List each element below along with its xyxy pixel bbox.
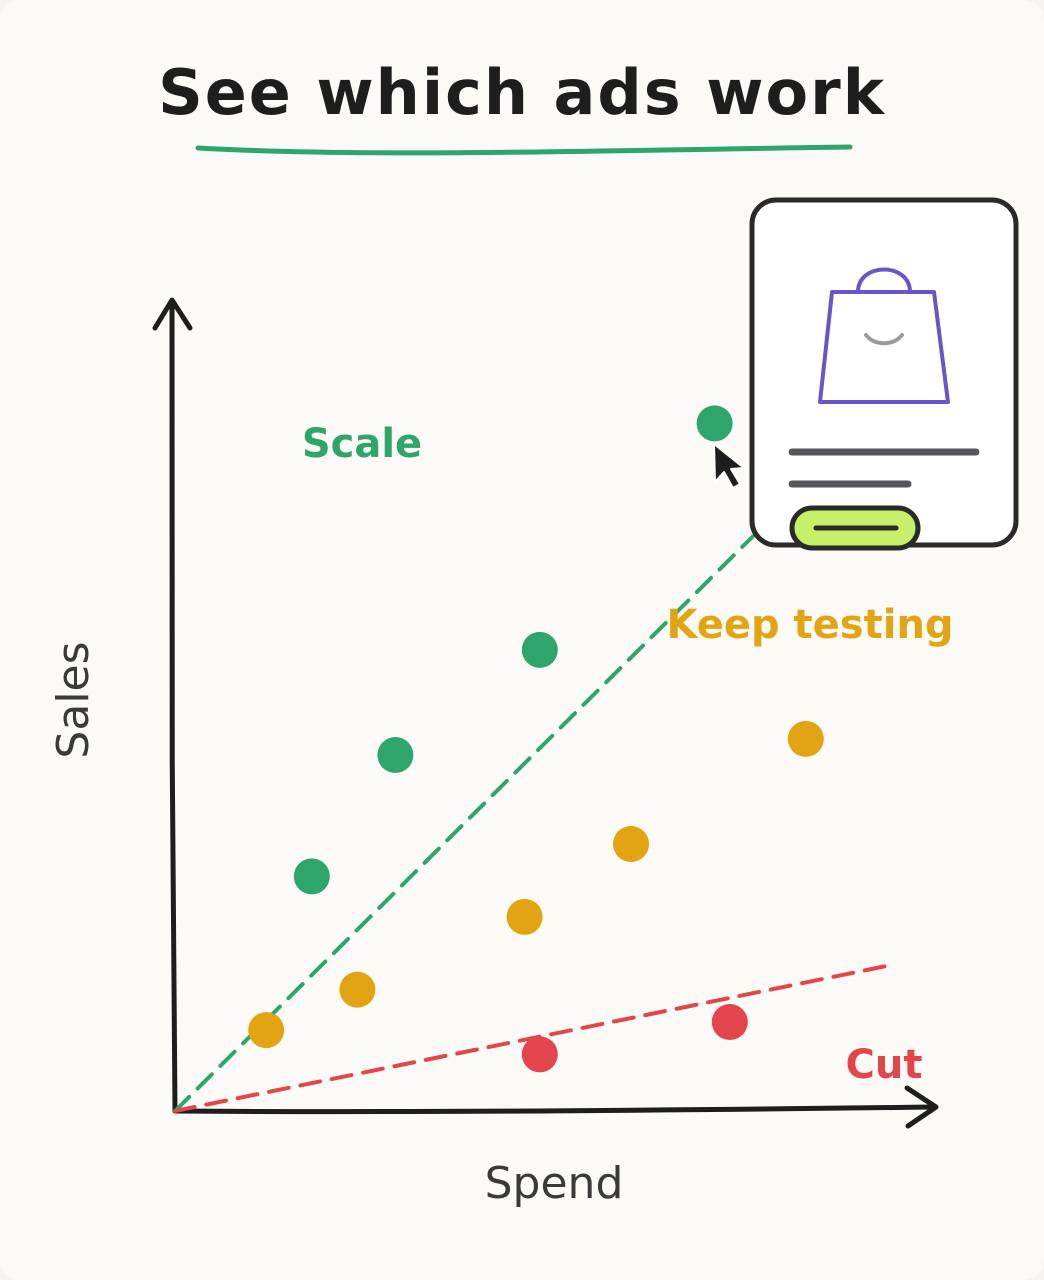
x-axis-line: [172, 1104, 938, 1115]
data-point-scale-4[interactable]: [696, 405, 733, 442]
data-point-test-4[interactable]: [613, 826, 649, 863]
zone-label-cut: Cut: [846, 1042, 923, 1088]
shopping-bag-icon: [818, 267, 950, 404]
data-point-test-3[interactable]: [506, 898, 543, 935]
ad-preview-card[interactable]: [749, 197, 1019, 551]
axes: [152, 297, 939, 1129]
data-point-test-1[interactable]: [248, 1012, 285, 1049]
data-point-test-2[interactable]: [339, 971, 376, 1008]
title-underline: [195, 144, 853, 156]
data-point-scale-2[interactable]: [377, 737, 414, 774]
page-title: See which ads work: [158, 56, 886, 129]
data-point-cut-2[interactable]: [711, 1004, 748, 1041]
data-point-cut-1[interactable]: [521, 1036, 558, 1073]
mouse-pointer-icon: [713, 443, 745, 489]
bag-smile: [864, 333, 904, 346]
data-point-scale-1[interactable]: [293, 858, 330, 895]
x-axis-label: Spend: [485, 1158, 624, 1209]
data-points: [248, 405, 824, 1073]
x-axis-arrow: [904, 1085, 939, 1129]
data-point-test-5[interactable]: [787, 720, 824, 757]
ad-card-frame: [749, 197, 1019, 548]
zone-label-keep-testing: Keep testing: [666, 602, 953, 648]
data-point-scale-3[interactable]: [521, 631, 558, 668]
y-axis-line: [169, 299, 178, 1114]
y-axis-label: Sales: [48, 641, 99, 758]
y-axis-arrow: [152, 297, 193, 331]
zone-label-scale: Scale: [302, 421, 422, 467]
